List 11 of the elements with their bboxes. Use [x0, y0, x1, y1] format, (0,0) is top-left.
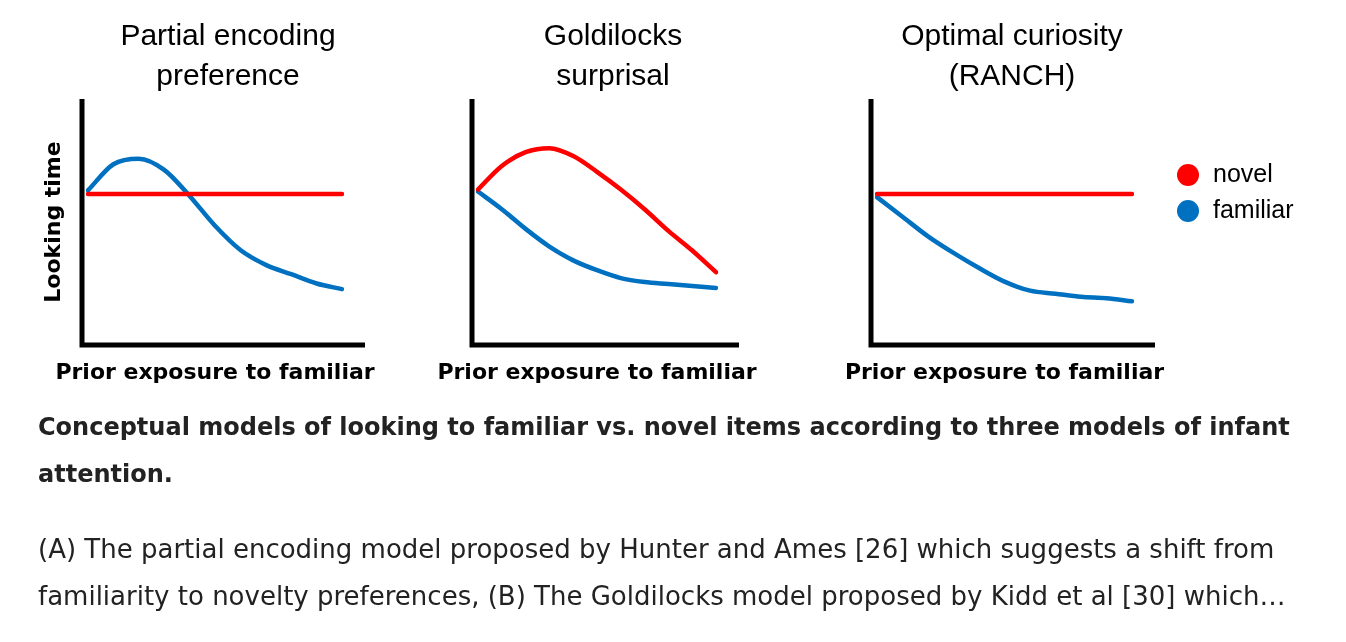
legend-label: familiar: [1213, 194, 1294, 223]
x-axis-title: Prior exposure to familiar: [55, 358, 375, 384]
chart-title: Goldilocks surprisal: [542, 17, 684, 93]
text: Conceptual models of looking to familiar vs. novel items according to three models of infant attention.: [38, 412, 1291, 490]
x-axis-title: Prior exposure to familiar: [844, 358, 1165, 384]
x-axis-title: Prior exposure to familiar: [437, 358, 757, 384]
chart-title: Partial encoding preference: [119, 17, 337, 93]
legend-label: novel: [1213, 158, 1273, 187]
chart-title: Optimal curiosity (RANCH): [900, 17, 1124, 93]
text: (A) The partial encoding model proposed by Hunter and Ames [26] which suggests a shift from familiarity to novelty preferences, (B) The Goldilocks model proposed by Kidd et al [30] which…: [38, 533, 1287, 613]
y-axis-title: Looking time: [39, 141, 65, 303]
